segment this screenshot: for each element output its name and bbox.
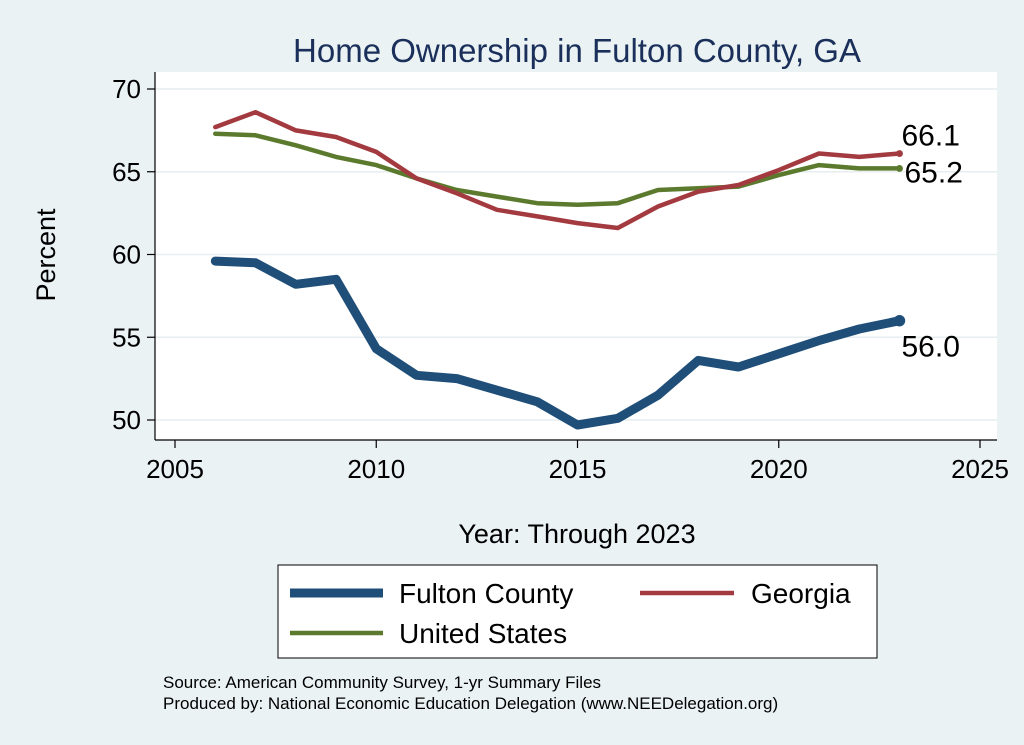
y-tick-label: 55: [112, 322, 141, 352]
producer-note: Produced by: National Economic Education…: [163, 694, 778, 713]
series-line-fulton-county: [210, 256, 904, 430]
x-tick-label: 2015: [549, 454, 607, 484]
end-labels: 56.0 66.165.2: [902, 120, 963, 364]
legend-label-fulton-county: Fulton County: [399, 578, 573, 609]
end-label-georgia: 66.1: [902, 120, 960, 153]
end-point-fulton-county: [893, 315, 906, 327]
x-axis-label: Year: Through 2023: [458, 519, 695, 549]
y-axis-label: Percent: [31, 208, 61, 302]
legend-label-georgia: Georgia: [751, 578, 851, 609]
legend-label-united-states: United States: [399, 618, 567, 649]
legend: Fulton County Georgia United States: [277, 564, 878, 659]
end-point-united-states: [896, 164, 903, 172]
plot-area: [155, 72, 997, 440]
series-lines: [210, 109, 906, 430]
end-point-georgia: [896, 150, 903, 157]
axes: 50 55 60 65 70 2005 2010 2015 2020 2025: [112, 72, 1009, 484]
x-tick-label: 2010: [347, 454, 405, 484]
end-label-united-states: 65.2: [905, 156, 963, 189]
series-line-georgia: [213, 109, 902, 231]
series-line-united-states: [213, 131, 902, 208]
legend-box: [277, 564, 878, 659]
x-tick-label: 2020: [750, 454, 808, 484]
x-tick-label: 2005: [146, 454, 204, 484]
chart-title: Home Ownership in Fulton County, GA: [293, 32, 861, 69]
y-tick-label: 50: [112, 405, 141, 435]
y-tick-label: 60: [112, 240, 141, 270]
x-tick-label: 2025: [951, 454, 1009, 484]
source-note: Source: American Community Survey, 1-yr …: [163, 673, 601, 692]
y-tick-label: 70: [112, 74, 141, 104]
end-label-fulton-county: 56.0: [902, 331, 960, 364]
y-tick-label: 65: [112, 157, 141, 187]
gridlines: [155, 88, 997, 421]
